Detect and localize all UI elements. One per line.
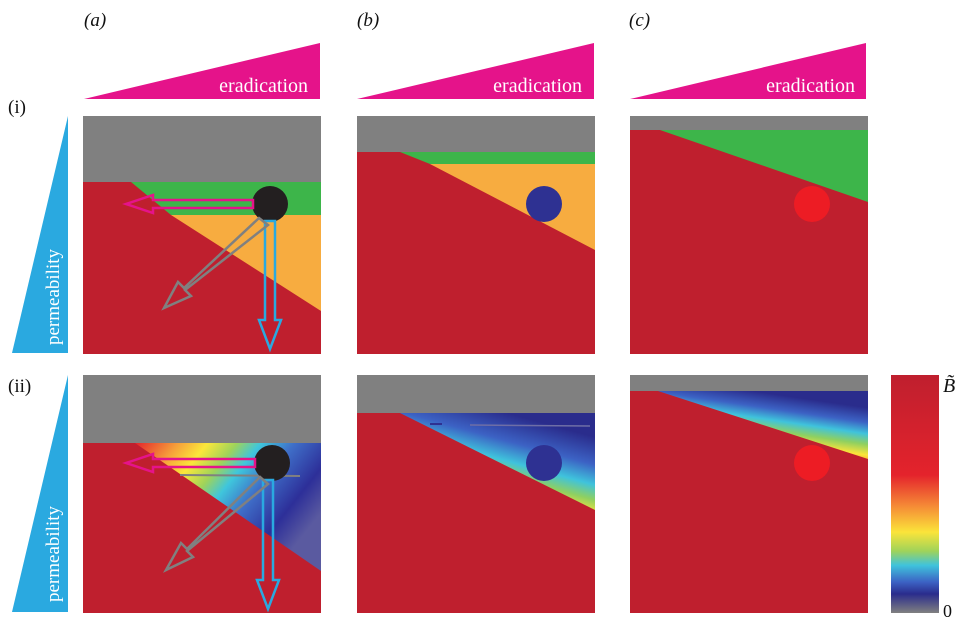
row-label-i: (i): [8, 97, 26, 118]
eradication-text-a: eradication: [219, 75, 308, 97]
panel-ii-c: [630, 375, 868, 613]
colorbar-bottom-label: 0: [943, 601, 952, 620]
panel-i-a: [83, 116, 321, 354]
panel-i-c: [630, 116, 868, 354]
cyan-arrow-ii-a: [255, 478, 281, 613]
panel-ii-b: [357, 375, 595, 613]
permeability-text-i: permeability: [43, 248, 64, 345]
column-label-a: (a): [84, 10, 106, 31]
permeability-wedge-ii: permeability: [12, 375, 68, 612]
grey-arrow-i-a: [161, 216, 271, 311]
eradication-text-c: eradication: [766, 75, 855, 97]
cyan-arrow-i-a: [257, 219, 283, 353]
marker-navy-ii-b: [526, 445, 562, 481]
eradication-wedge-b: eradication: [357, 43, 594, 99]
marker-navy-i-b: [526, 186, 562, 222]
column-label-b: (b): [357, 10, 379, 31]
panel-ii-a: [83, 375, 321, 613]
row-label-ii: (ii): [8, 376, 31, 397]
panel-i-b: [357, 116, 595, 354]
permeability-wedge-i: permeability: [12, 116, 68, 353]
eradication-text-b: eradication: [493, 75, 582, 97]
magenta-arrow-ii-a: [122, 452, 257, 474]
marker-black-ii-a: [254, 445, 290, 481]
colorbar: B̃ 0: [891, 374, 955, 620]
eradication-wedge-a: eradication: [84, 43, 320, 99]
marker-black-i-a: [252, 186, 288, 222]
marker-red-ii-c: [794, 445, 830, 481]
marker-red-i-c: [794, 186, 830, 222]
magenta-arrow-i-a: [122, 193, 255, 215]
colorbar-top-label: B̃: [943, 374, 955, 397]
grey-arrow-ii-a: [162, 475, 270, 573]
permeability-text-ii: permeability: [43, 505, 64, 602]
column-label-c: (c): [629, 10, 650, 31]
eradication-wedge-c: eradication: [630, 43, 866, 99]
